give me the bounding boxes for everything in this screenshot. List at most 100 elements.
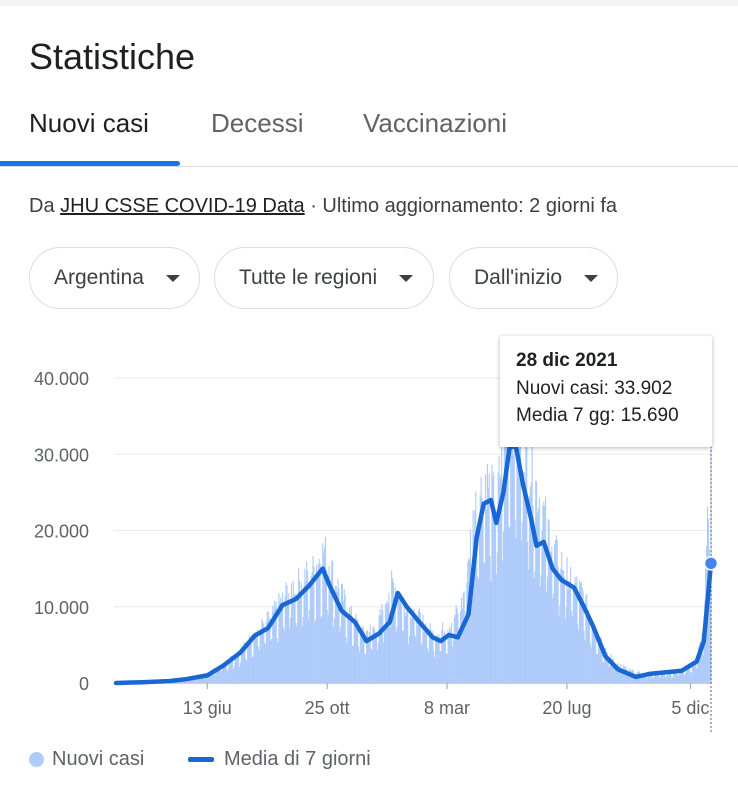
daily-bar xyxy=(425,623,427,683)
daily-bar xyxy=(461,608,463,683)
legend-label-average: Media di 7 giorni xyxy=(224,748,371,770)
daily-bar xyxy=(695,660,697,683)
daily-bar xyxy=(205,673,208,683)
daily-bar xyxy=(709,563,711,683)
daily-bar xyxy=(651,673,653,683)
daily-bar xyxy=(203,674,205,683)
region-filter-chip[interactable]: Tutte le regioni xyxy=(214,247,434,309)
daily-bar xyxy=(553,544,556,683)
daily-bar xyxy=(543,501,545,683)
daily-bar xyxy=(650,673,652,683)
country-filter-chip[interactable]: Argentina xyxy=(29,247,200,309)
daily-bar xyxy=(358,651,361,683)
daily-bar xyxy=(217,668,219,683)
region-filter-label: Tutte le regioni xyxy=(239,266,378,289)
daily-bar xyxy=(645,675,647,683)
daily-bar xyxy=(580,582,582,683)
daily-bar xyxy=(698,647,700,683)
daily-bar xyxy=(648,675,650,683)
daily-bar xyxy=(397,596,399,683)
tab-nuovi-casi[interactable]: Nuovi casi xyxy=(29,108,149,138)
tab-decessi[interactable]: Decessi xyxy=(211,108,304,138)
daily-bar xyxy=(595,633,597,683)
daily-bar xyxy=(318,558,320,683)
daily-bar xyxy=(572,589,574,683)
daily-bar xyxy=(529,487,531,683)
daily-bar xyxy=(254,631,256,683)
daily-bar xyxy=(213,675,216,683)
daily-bar xyxy=(188,679,191,683)
daily-bar xyxy=(375,633,377,683)
daily-bar xyxy=(399,593,401,683)
daily-bar xyxy=(225,661,227,683)
daily-bar xyxy=(276,638,278,683)
daily-bar xyxy=(406,605,408,683)
chart-tooltip: 28 dic 2021 Nuovi casi: 33.902 Media 7 g… xyxy=(500,336,712,447)
daily-bar xyxy=(319,563,321,683)
daily-bar xyxy=(530,482,532,683)
daily-bar xyxy=(246,660,248,683)
daily-bar xyxy=(513,379,515,683)
daily-bar xyxy=(401,630,403,683)
daily-bar xyxy=(560,568,562,683)
daily-bar xyxy=(473,534,475,683)
tab-vaccinazioni[interactable]: Vaccinazioni xyxy=(363,108,508,138)
daily-bar xyxy=(216,669,218,683)
daily-bar xyxy=(438,634,440,683)
daily-bar xyxy=(222,665,224,683)
daily-bar xyxy=(467,562,469,683)
daily-bar xyxy=(321,615,323,683)
legend-label-new-cases: Nuovi casi xyxy=(52,748,145,770)
daily-bar xyxy=(601,645,603,683)
daily-bar xyxy=(417,610,420,683)
daily-bar xyxy=(482,512,484,683)
daily-bar xyxy=(556,539,558,683)
daily-bar xyxy=(207,677,209,683)
daily-bar xyxy=(366,630,369,683)
page-title: Statistiche xyxy=(29,36,196,77)
daily-bar xyxy=(243,641,245,683)
daily-bar xyxy=(282,627,284,683)
daily-bar xyxy=(583,630,585,683)
daily-bar xyxy=(613,662,616,683)
daily-bar xyxy=(431,637,433,683)
daily-bar xyxy=(385,603,387,683)
daily-bar xyxy=(301,626,303,683)
daily-bar xyxy=(333,618,335,683)
daily-bar xyxy=(304,568,306,683)
daily-bar xyxy=(380,615,382,683)
x-tick-label: 13 giu xyxy=(183,698,232,718)
daily-bar xyxy=(286,585,288,683)
daily-bar xyxy=(264,644,267,683)
daily-bar xyxy=(303,585,305,683)
daily-bar xyxy=(340,626,342,683)
period-filter-chip[interactable]: Dall'inizio xyxy=(449,247,618,309)
daily-bar xyxy=(404,612,406,683)
daily-bar xyxy=(672,677,674,683)
daily-bar xyxy=(223,665,225,683)
daily-bar xyxy=(231,659,233,683)
daily-bar xyxy=(392,578,394,683)
daily-bar xyxy=(610,654,612,683)
daily-bar xyxy=(412,612,414,683)
daily-bar xyxy=(281,602,283,683)
daily-bar xyxy=(497,472,499,683)
daily-bar xyxy=(647,675,650,683)
daily-bar xyxy=(311,572,313,683)
daily-bar xyxy=(528,495,531,683)
daily-bar xyxy=(633,675,635,683)
daily-bar xyxy=(343,589,345,683)
cases-chart[interactable]: 0 10.000 20.000 30.000 40.000 13 giu 25 ott 8 … xyxy=(0,0,738,740)
daily-bar xyxy=(353,622,355,683)
daily-bar xyxy=(480,476,482,683)
daily-bar xyxy=(673,672,675,683)
daily-bar xyxy=(210,670,212,683)
daily-bar xyxy=(232,669,234,683)
daily-bar xyxy=(517,392,519,683)
daily-bar xyxy=(683,675,685,683)
daily-bar xyxy=(447,629,449,683)
daily-bar xyxy=(559,605,561,683)
source-link[interactable]: JHU CSSE COVID-19 Data xyxy=(60,195,305,217)
daily-bar xyxy=(367,636,369,683)
daily-bar xyxy=(658,676,660,683)
